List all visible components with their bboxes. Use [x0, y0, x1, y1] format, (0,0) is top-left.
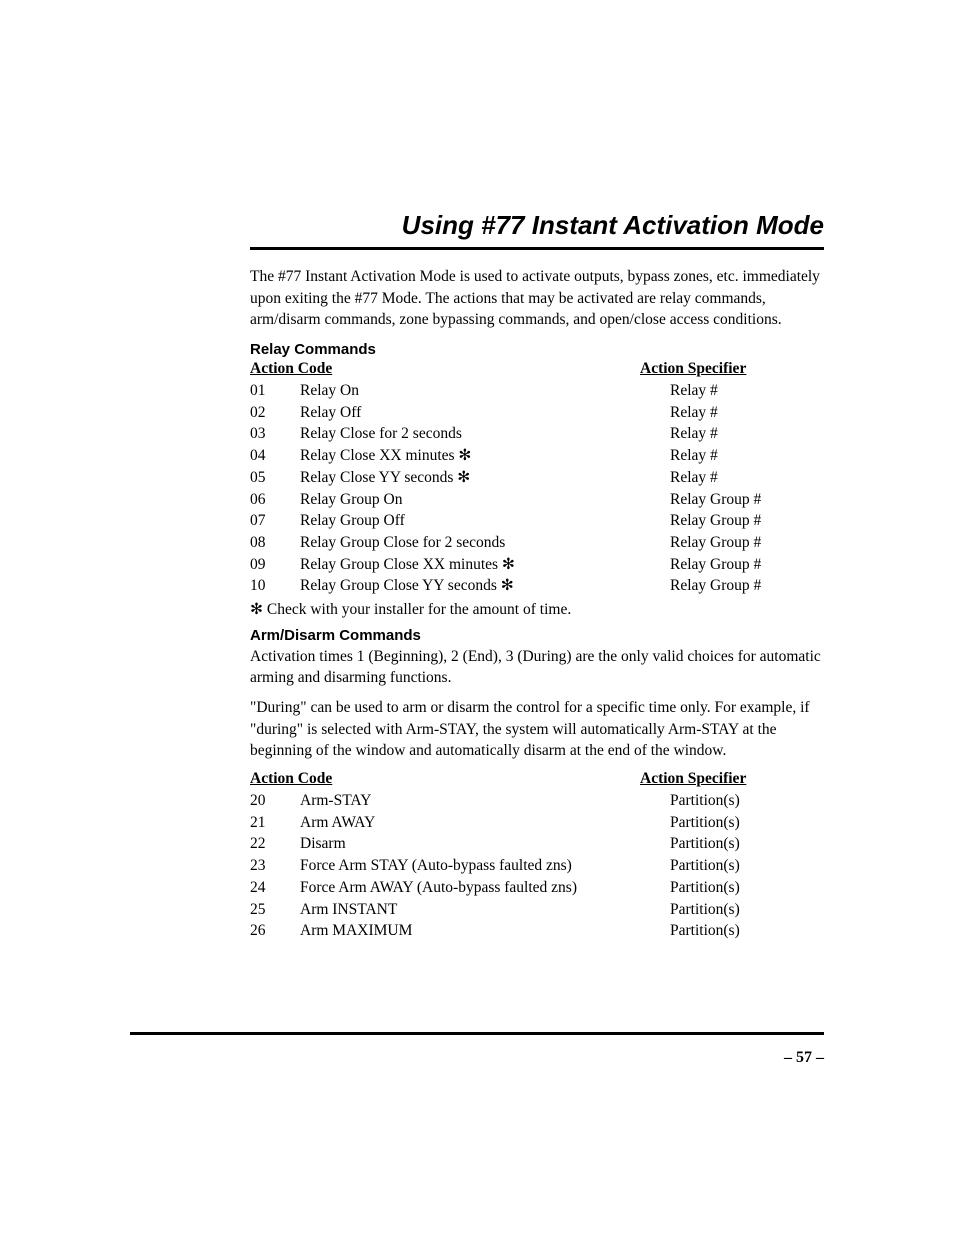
table-row: 20 Arm-STAY Partition(s)	[250, 790, 824, 812]
arm-col-action-code: Action Code	[250, 770, 640, 788]
relay-footnote: ✻ Check with your installer for the amou…	[250, 599, 824, 621]
action-code: 08	[250, 532, 300, 554]
action-desc: Relay Group Close YY seconds ✻	[300, 575, 670, 597]
relay-table-body: 01 Relay On Relay # 02 Relay Off Relay #…	[250, 380, 824, 597]
action-desc: Relay Group Off	[300, 510, 670, 532]
page-number: – 57 –	[784, 1049, 824, 1067]
page-title: Using #77 Instant Activation Mode	[250, 210, 824, 250]
action-desc: Relay Off	[300, 402, 670, 424]
action-code: 01	[250, 380, 300, 402]
action-spec: Partition(s)	[670, 833, 824, 855]
action-spec: Relay Group #	[670, 554, 824, 576]
action-code: 20	[250, 790, 300, 812]
arm-disarm-heading: Arm/Disarm Commands	[250, 627, 824, 644]
action-spec: Relay Group #	[670, 489, 824, 511]
table-row: 09 Relay Group Close XX minutes ✻ Relay …	[250, 554, 824, 576]
table-row: 01 Relay On Relay #	[250, 380, 824, 402]
action-code: 26	[250, 920, 300, 942]
action-code: 04	[250, 445, 300, 467]
action-spec: Relay #	[670, 467, 824, 489]
table-row: 24 Force Arm AWAY (Auto-bypass faulted z…	[250, 877, 824, 899]
arm-paragraph-1: Activation times 1 (Beginning), 2 (End),…	[250, 646, 824, 689]
action-spec: Relay Group #	[670, 575, 824, 597]
table-row: 26 Arm MAXIMUM Partition(s)	[250, 920, 824, 942]
action-spec: Relay Group #	[670, 510, 824, 532]
action-desc: Disarm	[300, 833, 670, 855]
action-spec: Partition(s)	[670, 790, 824, 812]
action-spec: Relay #	[670, 423, 824, 445]
table-row: 06 Relay Group On Relay Group #	[250, 489, 824, 511]
page-content: Using #77 Instant Activation Mode The #7…	[0, 0, 954, 942]
action-desc: Force Arm STAY (Auto-bypass faulted zns)	[300, 855, 670, 877]
intro-paragraph: The #77 Instant Activation Mode is used …	[250, 266, 824, 331]
action-spec: Relay #	[670, 402, 824, 424]
action-spec: Relay #	[670, 380, 824, 402]
action-desc: Relay On	[300, 380, 670, 402]
action-code: 06	[250, 489, 300, 511]
action-desc: Relay Group On	[300, 489, 670, 511]
table-row: 10 Relay Group Close YY seconds ✻ Relay …	[250, 575, 824, 597]
table-row: 05 Relay Close YY seconds ✻ Relay #	[250, 467, 824, 489]
relay-col-action-specifier: Action Specifier	[640, 360, 746, 378]
action-desc: Relay Group Close for 2 seconds	[300, 532, 670, 554]
table-row: 22 Disarm Partition(s)	[250, 833, 824, 855]
action-code: 21	[250, 812, 300, 834]
table-row: 07 Relay Group Off Relay Group #	[250, 510, 824, 532]
relay-commands-heading: Relay Commands	[250, 341, 824, 358]
action-desc: Relay Close XX minutes ✻	[300, 445, 670, 467]
table-row: 25 Arm INSTANT Partition(s)	[250, 899, 824, 921]
arm-paragraph-2: "During" can be used to arm or disarm th…	[250, 697, 824, 762]
action-code: 10	[250, 575, 300, 597]
table-row: 03 Relay Close for 2 seconds Relay #	[250, 423, 824, 445]
action-spec: Partition(s)	[670, 920, 824, 942]
action-desc: Relay Close for 2 seconds	[300, 423, 670, 445]
action-spec: Relay Group #	[670, 532, 824, 554]
action-code: 07	[250, 510, 300, 532]
action-spec: Partition(s)	[670, 899, 824, 921]
action-code: 22	[250, 833, 300, 855]
table-row: 08 Relay Group Close for 2 seconds Relay…	[250, 532, 824, 554]
arm-table-header: Action Code Action Specifier	[250, 770, 824, 788]
action-spec: Partition(s)	[670, 812, 824, 834]
action-code: 25	[250, 899, 300, 921]
action-code: 05	[250, 467, 300, 489]
action-code: 09	[250, 554, 300, 576]
action-code: 23	[250, 855, 300, 877]
action-desc: Arm AWAY	[300, 812, 670, 834]
action-spec: Partition(s)	[670, 855, 824, 877]
arm-table-body: 20 Arm-STAY Partition(s) 21 Arm AWAY Par…	[250, 790, 824, 942]
action-code: 24	[250, 877, 300, 899]
table-row: 04 Relay Close XX minutes ✻ Relay #	[250, 445, 824, 467]
table-row: 02 Relay Off Relay #	[250, 402, 824, 424]
table-row: 21 Arm AWAY Partition(s)	[250, 812, 824, 834]
footer-divider	[130, 1032, 824, 1035]
action-spec: Relay #	[670, 445, 824, 467]
action-desc: Arm-STAY	[300, 790, 670, 812]
action-desc: Arm MAXIMUM	[300, 920, 670, 942]
action-desc: Relay Close YY seconds ✻	[300, 467, 670, 489]
action-desc: Relay Group Close XX minutes ✻	[300, 554, 670, 576]
arm-col-action-specifier: Action Specifier	[640, 770, 746, 788]
relay-table-header: Action Code Action Specifier	[250, 360, 824, 378]
action-code: 02	[250, 402, 300, 424]
action-desc: Force Arm AWAY (Auto-bypass faulted zns)	[300, 877, 670, 899]
action-desc: Arm INSTANT	[300, 899, 670, 921]
action-code: 03	[250, 423, 300, 445]
relay-col-action-code: Action Code	[250, 360, 640, 378]
table-row: 23 Force Arm STAY (Auto-bypass faulted z…	[250, 855, 824, 877]
action-spec: Partition(s)	[670, 877, 824, 899]
